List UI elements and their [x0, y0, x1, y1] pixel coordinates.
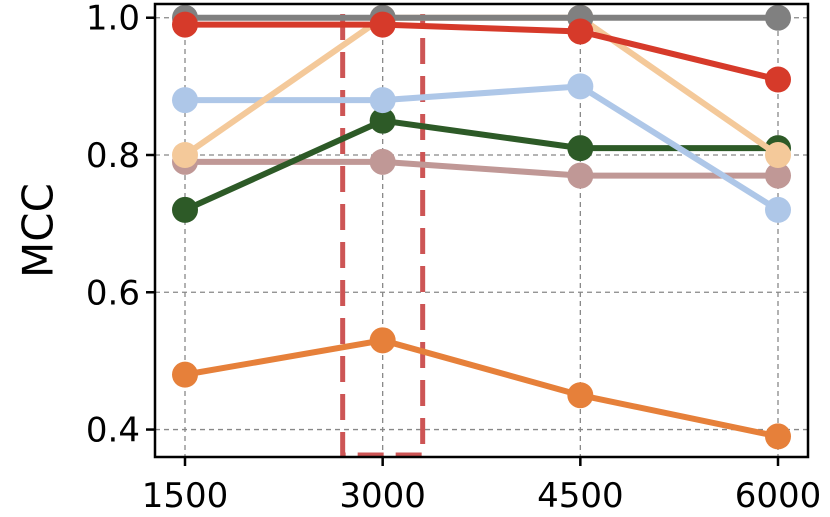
- data-point: [369, 87, 396, 114]
- data-point: [567, 382, 594, 409]
- data-point: [172, 87, 198, 114]
- series-line: [184, 337, 779, 440]
- series-2: [172, 107, 791, 223]
- data-point: [765, 142, 791, 168]
- data-point: [172, 11, 198, 38]
- series-3: [172, 73, 791, 223]
- y-tick-label: 1.0: [86, 0, 140, 39]
- x-tick-label: 6000: [735, 476, 822, 516]
- series-line: [185, 21, 779, 83]
- y-tick-label: 0.8: [86, 136, 140, 176]
- series-line: [183, 117, 778, 213]
- plot-frame: [153, 2, 810, 459]
- series-1: [172, 148, 791, 189]
- series-group: [172, 4, 791, 450]
- data-point: [172, 142, 198, 168]
- data-point: [765, 4, 791, 31]
- data-point: [567, 162, 594, 189]
- grid-lines: [155, 4, 808, 457]
- data-point: [765, 423, 791, 450]
- data-point: [172, 196, 198, 223]
- series-line: [185, 158, 778, 179]
- x-tick-label: 1500: [142, 476, 229, 516]
- data-point: [369, 107, 396, 134]
- data-point: [172, 361, 198, 388]
- series-6: [172, 11, 791, 93]
- data-point: [369, 148, 396, 175]
- data-point: [765, 196, 791, 223]
- y-tick-label: 0.6: [86, 273, 140, 313]
- data-point: [765, 66, 791, 93]
- data-point: [369, 11, 396, 38]
- data-point: [567, 73, 594, 100]
- x-tick-label: 3000: [339, 476, 426, 516]
- y-tick-label: 0.4: [86, 411, 140, 451]
- series-0: [172, 327, 791, 450]
- highlight-dashed-box: [340, 14, 426, 458]
- y-axis-label: MCC: [14, 183, 63, 278]
- data-point: [567, 18, 594, 45]
- highlight-box: [340, 14, 426, 458]
- x-tick-label: 4500: [537, 476, 624, 516]
- data-point: [369, 327, 396, 354]
- axis-ticks: 1500 3000 4500 6000 0.4 0.6 0.8 1.0: [86, 0, 821, 516]
- data-point: [567, 135, 594, 162]
- data-point: [765, 162, 791, 189]
- series-line: [185, 83, 780, 213]
